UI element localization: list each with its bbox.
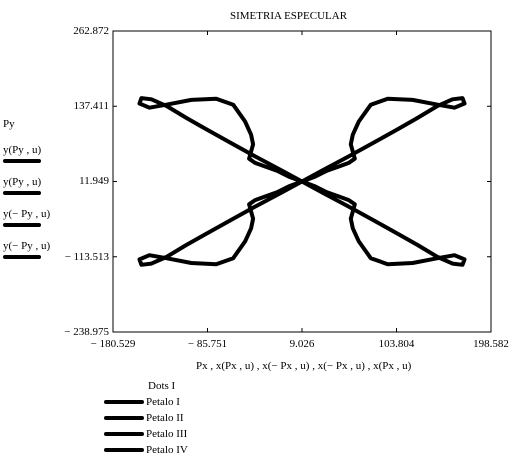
y-series-swatch [3,191,41,195]
series-layer [137,96,467,267]
x-tick-label: 198.582 [473,338,509,350]
y-tick-label: − 238.975 [64,326,109,338]
x-tick-label: 103.804 [378,338,415,350]
y-axis-label-text: y(− Py , u) [3,240,51,252]
legend-label: Petalo IV [146,444,188,456]
legend-swatch [104,416,144,420]
x-tick-label: 9.026 [289,338,315,350]
legend-title: Dots I [148,380,176,392]
legend-label: Petalo II [146,412,184,424]
y-axis-label-text: y(− Py , u) [3,208,51,220]
series-line-petalo-2 [137,96,304,184]
y-tick-label: 137.411 [73,100,109,113]
y-axis-label-text: y(Py , u) [3,144,42,156]
chart-title: SIMETRIA ESPECULAR [230,10,348,22]
y-axis-label-line-3: y(− Py , u) [3,208,50,227]
y-series-swatch [3,255,41,259]
y-axis-label-line-1: y(Py , u) [3,144,41,163]
y-tick-label: 262.872 [73,25,109,37]
y-axis-label-text: y(Py , u) [3,176,42,188]
series-line-petalo-1 [300,96,467,184]
y-axis-label-line-2: y(Py , u) [3,176,41,195]
legend-swatch [104,448,144,452]
legend-item-petalo-2: Petalo II [104,411,184,425]
legend-item-petalo-4: Petalo IV [104,443,188,457]
legend-label: Petalo III [146,428,188,440]
y-axis-label-line-0: Py [3,118,15,130]
legend-item-petalo-3: Petalo III [104,427,187,441]
y-axis-label-line-4: y(− Py , u) [3,240,50,259]
y-tick-label: − 113.513 [64,250,109,263]
x-tick-label: − 85.751 [187,338,228,350]
series-line-petalo-4 [300,179,467,267]
y-tick-label: 11.949 [79,175,109,188]
legend-swatch [104,400,144,404]
y-axis-label-text: Py [3,118,15,130]
x-axis-label: Px , x(Px , u) , x(− Px , u) , x(− Px , … [196,360,412,372]
tick-marks [112,30,492,333]
legend-item-petalo-1: Petalo I [104,395,180,409]
series-line-petalo-3 [137,179,304,267]
legend-swatch [104,432,144,436]
y-series-swatch [3,223,41,227]
y-series-swatch [3,159,41,163]
x-tick-label: − 180.529 [90,338,136,350]
legend-label: Petalo I [146,396,180,408]
